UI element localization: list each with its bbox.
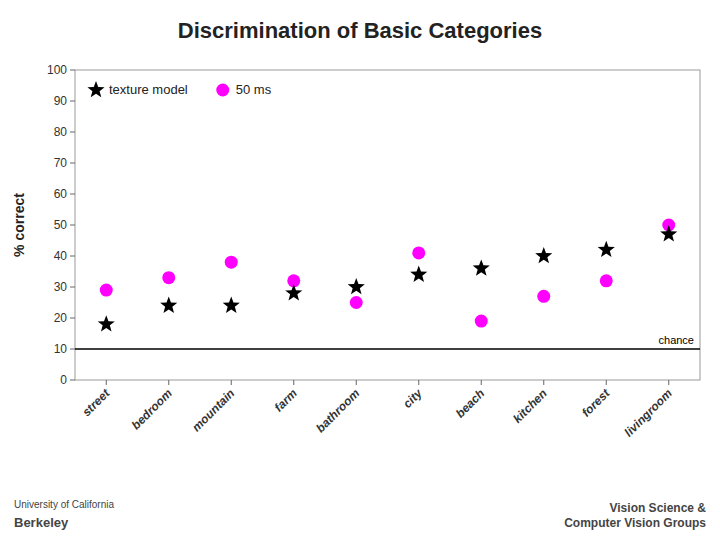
point xyxy=(475,315,488,328)
y-tick xyxy=(70,70,75,71)
x-tick-label: city xyxy=(400,385,425,410)
footer: Berkeley xyxy=(14,515,69,530)
point xyxy=(350,296,363,309)
y-tick-label: 10 xyxy=(54,342,68,356)
y-tick xyxy=(70,194,75,195)
x-tick-label: beach xyxy=(453,386,487,420)
x-tick xyxy=(356,380,357,385)
y-tick-label: 80 xyxy=(54,125,68,139)
point xyxy=(660,225,677,241)
legend-marker xyxy=(87,81,104,97)
legend: texture model 50 ms xyxy=(87,81,271,97)
y-tick xyxy=(70,318,75,319)
title: Discrimination of Basic Categories xyxy=(178,18,542,43)
series xyxy=(100,219,676,328)
x-tick-label: mountain xyxy=(189,386,237,434)
point xyxy=(160,297,177,313)
point xyxy=(473,259,490,275)
x-tick-label: bedroom xyxy=(129,386,175,432)
point xyxy=(537,290,550,303)
footer: Vision Science &Computer Vision Groups xyxy=(564,501,706,530)
annotation: chance xyxy=(659,334,694,346)
point xyxy=(348,278,365,294)
legend-label: texture model xyxy=(109,82,188,97)
y-tick xyxy=(70,287,75,288)
point xyxy=(98,315,115,331)
point xyxy=(285,284,302,300)
y-tick-label: 30 xyxy=(54,280,68,294)
legend-label: 50 ms xyxy=(236,82,272,97)
y-tick-label: 60 xyxy=(54,187,68,201)
y-tick-label: 70 xyxy=(54,156,68,170)
series xyxy=(98,225,678,331)
point xyxy=(223,297,240,313)
y-tick xyxy=(70,349,75,350)
legend-marker xyxy=(216,84,229,97)
chance-line xyxy=(75,348,700,350)
x-tick xyxy=(668,380,669,385)
y-tick-label: 100 xyxy=(47,63,67,77)
footer: University of California xyxy=(14,499,114,510)
x-tick xyxy=(231,380,232,385)
y-axis-label: % correct xyxy=(11,193,27,257)
point xyxy=(162,271,175,284)
point xyxy=(535,247,552,263)
x-tick-label: kitchen xyxy=(510,386,550,426)
x-tick-label: street xyxy=(79,386,113,420)
y-tick-label: 50 xyxy=(54,218,68,232)
x-tick xyxy=(418,380,419,385)
point xyxy=(598,241,615,257)
y-tick xyxy=(70,380,75,381)
y-tick xyxy=(70,225,75,226)
y-tick xyxy=(70,163,75,164)
plot-area xyxy=(75,219,700,350)
x-tick xyxy=(293,380,294,385)
y-tick xyxy=(70,256,75,257)
footer-line: Vision Science & xyxy=(610,501,707,515)
y-tick xyxy=(70,101,75,102)
y-tick-label: 40 xyxy=(54,249,68,263)
y-tick-label: 20 xyxy=(54,311,68,325)
x-tick-label: forest xyxy=(579,386,613,420)
x-tick xyxy=(106,380,107,385)
point xyxy=(100,284,113,297)
x-tick-label: bathroom xyxy=(313,386,362,435)
y-tick-label: 0 xyxy=(60,373,67,387)
x-tick xyxy=(543,380,544,385)
point xyxy=(410,266,427,282)
y-tick xyxy=(70,132,75,133)
plot-frame xyxy=(75,70,700,380)
x-tick-label: farm xyxy=(272,386,301,415)
y-tick-label: 90 xyxy=(54,94,68,108)
x-tick-label: livingroom xyxy=(622,386,676,440)
x-tick xyxy=(481,380,482,385)
point xyxy=(225,256,238,269)
chart: Discrimination of Basic Categories 0 10 20 3… xyxy=(0,0,720,540)
footer-line: Computer Vision Groups xyxy=(564,516,706,530)
point xyxy=(600,274,613,287)
x-tick xyxy=(168,380,169,385)
point xyxy=(412,246,425,259)
x-tick xyxy=(606,380,607,385)
